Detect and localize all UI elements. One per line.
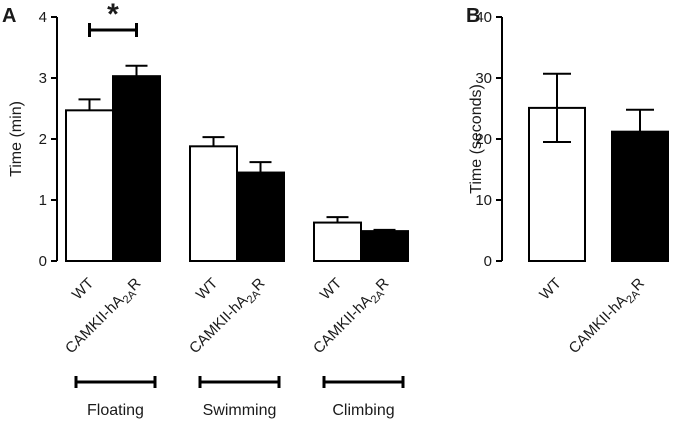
x-category-label-camkii-ha2ar-part: CAMKII-hA (62, 292, 127, 357)
y-tick-label: 10 (475, 192, 492, 209)
bar-climbing-camkii-ha2ar (360, 230, 409, 262)
x-category-label-camkii-ha2ar: CAMKII-hA2AR (566, 275, 650, 359)
x-category-label-wt: WT (317, 275, 346, 304)
panel-label: B (466, 5, 480, 27)
x-category-label-camkii-ha2ar-part: CAMKII-hA (566, 292, 631, 357)
x-category-label-camkii-ha2ar-part: CAMKII-hA (310, 292, 375, 357)
y-tick-label: 3 (39, 70, 47, 87)
bar-climbing-wt (313, 221, 362, 263)
x-category-label-camkii-ha2ar-part: CAMKII-hA (186, 292, 251, 357)
bar-swimming-camkii-ha2ar (236, 171, 285, 262)
bar-floating-camkii-ha2ar (112, 75, 161, 262)
group-label-climbing: Climbing (332, 402, 394, 419)
y-tick-label: 40 (475, 9, 492, 26)
y-axis-title: Time (min) (8, 101, 25, 177)
y-tick-label: 4 (39, 9, 47, 26)
y-tick-label: 30 (475, 70, 492, 87)
group-label-floating: Floating (87, 402, 144, 419)
bar-swimming-wt (189, 145, 238, 263)
bar-floating-wt (65, 109, 114, 262)
y-tick-label: 20 (475, 131, 492, 148)
bar-camkii-ha2ar (611, 130, 669, 262)
y-tick-label: 2 (39, 131, 47, 148)
x-category-label-wt: WT (193, 275, 222, 304)
y-tick-label: 0 (39, 253, 47, 270)
y-tick-label: 0 (484, 253, 492, 270)
y-axis-title: Time (seconds) (468, 84, 485, 194)
x-category-label-wt: WT (69, 275, 98, 304)
panel-label: A (2, 5, 16, 27)
significance-star: * (107, 0, 119, 31)
x-category-label-wt: WT (536, 275, 565, 304)
y-tick-label: 1 (39, 192, 47, 209)
group-label-swimming: Swimming (203, 402, 277, 419)
